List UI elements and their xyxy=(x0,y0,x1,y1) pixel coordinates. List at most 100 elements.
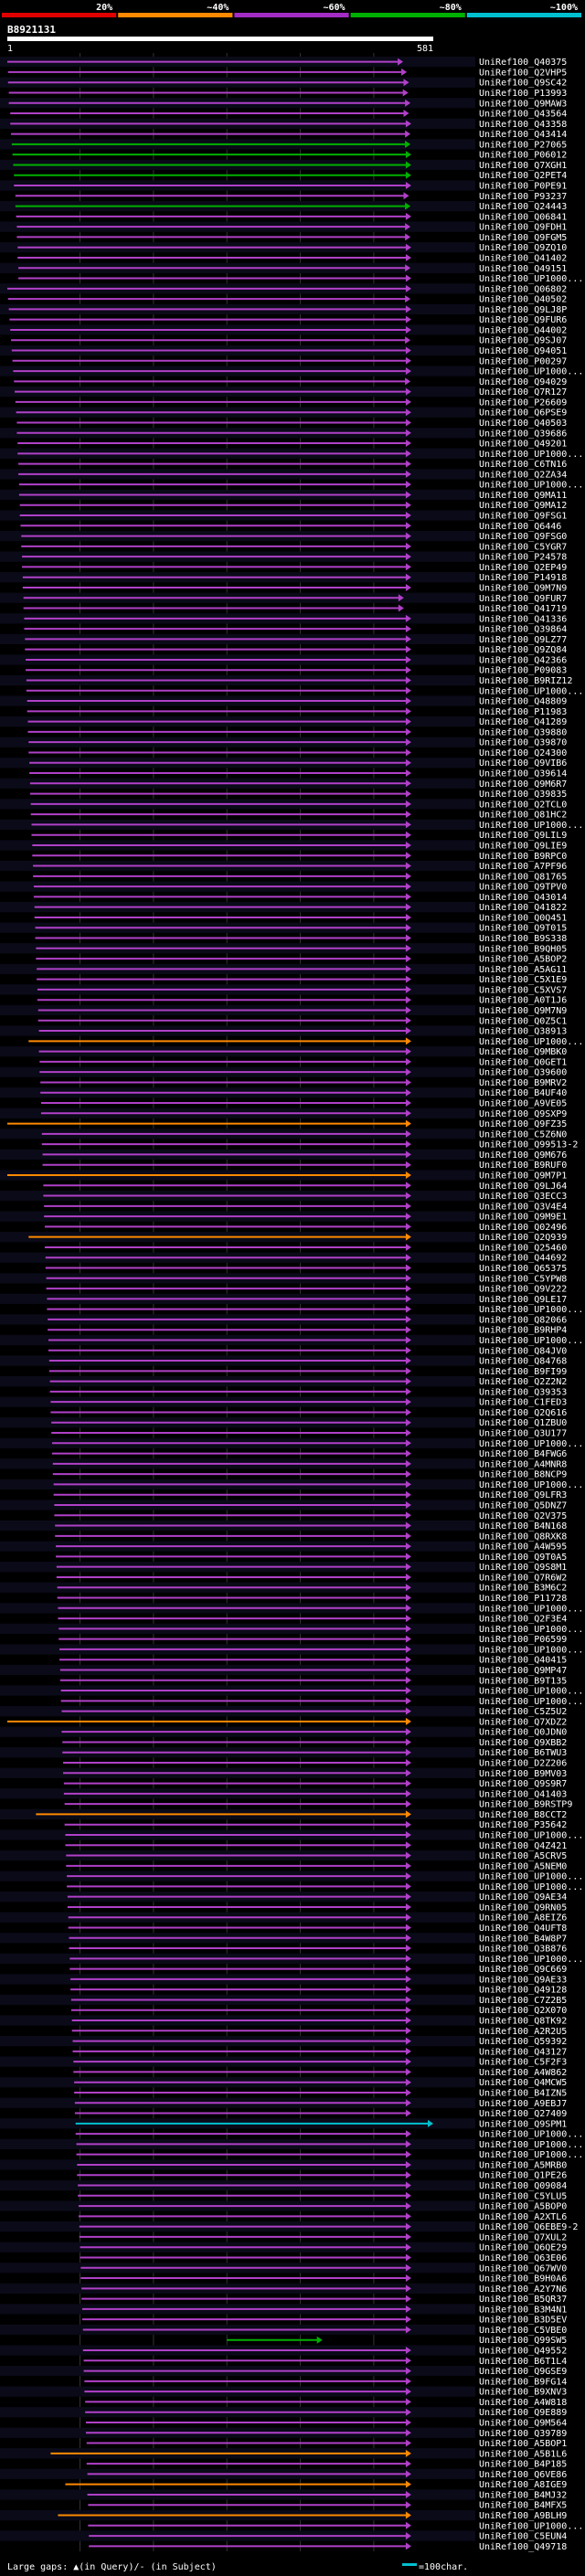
alignment-row[interactable]: UniRef100_Q9ZQ84 xyxy=(25,645,567,655)
alignment-row[interactable]: UniRef100_Q4MCW5 xyxy=(0,2077,567,2088)
subject-label[interactable]: UniRef100_UP1000... xyxy=(479,1037,583,1047)
alignment-row[interactable]: UniRef100_B3M6C2 xyxy=(0,1582,567,1594)
alignment-row[interactable]: UniRef100_Q43564 xyxy=(10,110,567,120)
subject-label[interactable]: UniRef100_Q2PET4 xyxy=(479,171,567,181)
alignment-row[interactable]: UniRef100_Q6QE29 xyxy=(0,2242,567,2253)
subject-label[interactable]: UniRef100_Q9SXP9 xyxy=(479,1109,567,1119)
alignment-row[interactable]: UniRef100_Q82066 xyxy=(0,1314,567,1325)
alignment-row[interactable]: UniRef100_P00297 xyxy=(12,356,568,366)
subject-label[interactable]: UniRef100_Q9AE34 xyxy=(479,1892,567,1903)
subject-label[interactable]: UniRef100_UP1000... xyxy=(479,481,583,491)
subject-label[interactable]: UniRef100_UP1000... xyxy=(479,274,583,284)
subject-label[interactable]: UniRef100_Q9LJ64 xyxy=(479,1182,567,1192)
subject-label[interactable]: UniRef100_B5QR37 xyxy=(479,2295,567,2305)
subject-label[interactable]: UniRef100_B3D5EV xyxy=(479,2316,567,2326)
subject-label[interactable]: UniRef100_P13993 xyxy=(479,89,567,99)
alignment-row[interactable]: UniRef100_Q44002 xyxy=(0,324,567,335)
subject-label[interactable]: UniRef100_Q9S8M1 xyxy=(479,1563,567,1573)
subject-label[interactable]: UniRef100_Q9LIE9 xyxy=(479,841,567,851)
alignment-row[interactable]: UniRef100_Q9TPV0 xyxy=(0,881,567,893)
alignment-row[interactable]: UniRef100_P27065 xyxy=(0,139,567,150)
subject-label[interactable]: UniRef100_Q99SW5 xyxy=(479,2336,567,2346)
alignment-row[interactable]: UniRef100_Q9M7P1 xyxy=(0,1170,567,1181)
alignment-row[interactable]: UniRef100_Q6VE86 xyxy=(0,2468,567,2480)
alignment-row[interactable]: UniRef100_UP1000... xyxy=(0,1644,583,1655)
alignment-row[interactable]: UniRef100_Q9M7N9 xyxy=(22,583,567,593)
alignment-row[interactable]: UniRef100_Q9MA11 xyxy=(0,489,567,501)
subject-label[interactable]: UniRef100_A5BOP0 xyxy=(479,2202,567,2212)
subject-label[interactable]: UniRef100_C5XVS7 xyxy=(479,985,567,995)
alignment-row[interactable]: UniRef100_C7Z2B5 xyxy=(0,1994,567,2006)
alignment-row[interactable]: UniRef100_Q84768 xyxy=(0,1355,567,1367)
alignment-row[interactable]: UniRef100_Q39600 xyxy=(0,1066,567,1078)
alignment-row[interactable]: UniRef100_UP1000... xyxy=(0,2138,583,2150)
alignment-row[interactable]: UniRef100_Q99SW5 xyxy=(227,2336,567,2346)
alignment-row[interactable]: UniRef100_Q4UFT8 xyxy=(68,1924,568,1934)
subject-label[interactable]: UniRef100_P93237 xyxy=(479,192,567,202)
alignment-row[interactable]: UniRef100_Q9ZQ10 xyxy=(0,242,567,253)
alignment-row[interactable]: UniRef100_Q9LFR3 xyxy=(53,1490,568,1500)
alignment-row[interactable]: UniRef100_Q39686 xyxy=(0,428,567,439)
alignment-row[interactable]: UniRef100_UP1000... xyxy=(0,1829,583,1840)
subject-label[interactable]: UniRef100_Q49201 xyxy=(479,440,567,450)
alignment-row[interactable]: UniRef100_B9T135 xyxy=(59,1676,567,1686)
subject-label[interactable]: UniRef100_Q4UFT8 xyxy=(479,1924,567,1934)
subject-label[interactable]: UniRef100_Q43414 xyxy=(479,130,567,140)
subject-label[interactable]: UniRef100_Q2EP49 xyxy=(479,563,567,573)
alignment-row[interactable]: UniRef100_B4MJ32 xyxy=(0,2489,567,2500)
subject-label[interactable]: UniRef100_UP1000... xyxy=(479,1872,583,1882)
alignment-row[interactable]: UniRef100_Q43014 xyxy=(33,893,567,903)
subject-label[interactable]: UniRef100_C5YPW8 xyxy=(479,1274,567,1284)
subject-label[interactable]: UniRef100_Q49128 xyxy=(479,1986,567,1996)
subject-label[interactable]: UniRef100_Q82066 xyxy=(479,1315,567,1325)
subject-label[interactable]: UniRef100_Q81765 xyxy=(479,872,567,882)
alignment-row[interactable]: UniRef100_B6TWU3 xyxy=(0,1747,567,1758)
alignment-row[interactable]: UniRef100_Q9M7N9 xyxy=(0,1004,567,1016)
subject-label[interactable]: UniRef100_Q41402 xyxy=(479,253,567,263)
subject-label[interactable]: UniRef100_A5AG11 xyxy=(479,965,567,975)
alignment-row[interactable]: UniRef100_Q39353 xyxy=(49,1387,568,1397)
alignment-row[interactable]: UniRef100_Q40503 xyxy=(16,419,567,429)
subject-label[interactable]: UniRef100_Q39835 xyxy=(479,790,567,800)
subject-label[interactable]: UniRef100_Q9S9R7 xyxy=(479,1779,567,1789)
subject-label[interactable]: UniRef100_UP1000... xyxy=(479,1439,583,1449)
alignment-row[interactable]: UniRef100_Q06802 xyxy=(0,283,567,294)
subject-label[interactable]: UniRef100_Q7XUL2 xyxy=(479,2232,567,2242)
alignment-row[interactable]: UniRef100_UP1000... xyxy=(47,1305,583,1315)
alignment-row[interactable]: UniRef100_UP1000... xyxy=(0,366,583,377)
alignment-row[interactable]: UniRef100_Q9S9R7 xyxy=(63,1779,567,1789)
alignment-row[interactable]: UniRef100_Q49151 xyxy=(0,262,567,274)
subject-label[interactable]: UniRef100_Q3B876 xyxy=(479,1945,567,1955)
alignment-row[interactable]: UniRef100_Q40502 xyxy=(7,295,568,305)
subject-label[interactable]: UniRef100_Q9LFR3 xyxy=(479,1490,567,1500)
subject-label[interactable]: UniRef100_Q41289 xyxy=(479,717,567,727)
alignment-row[interactable]: UniRef100_B9RPC0 xyxy=(32,852,567,862)
alignment-row[interactable]: UniRef100_UP1000... xyxy=(0,819,583,831)
alignment-row[interactable]: UniRef100_Q1PE26 xyxy=(77,2171,567,2181)
subject-label[interactable]: UniRef100_Q9FZ35 xyxy=(479,1119,567,1129)
subject-label[interactable]: UniRef100_UP1000... xyxy=(479,1697,583,1707)
subject-label[interactable]: UniRef100_Q9MA11 xyxy=(479,491,567,501)
subject-label[interactable]: UniRef100_Q43014 xyxy=(479,893,567,903)
alignment-row[interactable]: UniRef100_Q41289 xyxy=(0,716,567,727)
subject-label[interactable]: UniRef100_Q38913 xyxy=(479,1027,567,1037)
subject-label[interactable]: UniRef100_Q09084 xyxy=(479,2181,567,2191)
alignment-row[interactable]: UniRef100_A0T1J6 xyxy=(37,996,567,1006)
alignment-row[interactable]: UniRef100_UP1000... xyxy=(18,274,583,284)
subject-label[interactable]: UniRef100_Q43358 xyxy=(479,120,567,130)
alignment-row[interactable]: UniRef100_Q2Q939 xyxy=(0,1232,567,1243)
alignment-row[interactable]: UniRef100_Q9FUR6 xyxy=(9,315,567,325)
alignment-row[interactable]: UniRef100_B9FI99 xyxy=(48,1367,568,1377)
alignment-row[interactable]: UniRef100_Q67WV0 xyxy=(0,2263,567,2274)
alignment-row[interactable]: UniRef100_UP1000... xyxy=(88,2521,583,2531)
alignment-row[interactable]: UniRef100_P06599 xyxy=(58,1635,567,1645)
subject-label[interactable]: UniRef100_Q3U177 xyxy=(479,1429,567,1439)
subject-label[interactable]: UniRef100_Q6QE29 xyxy=(479,2243,567,2253)
alignment-row[interactable]: UniRef100_Q9LJ8P xyxy=(0,303,567,315)
alignment-row[interactable]: UniRef100_Q9GSE9 xyxy=(0,2365,567,2377)
alignment-row[interactable]: UniRef100_Q63E06 xyxy=(80,2253,568,2263)
subject-label[interactable]: UniRef100_B9H0A6 xyxy=(479,2274,567,2284)
alignment-row[interactable]: UniRef100_Q7R6W2 xyxy=(56,1573,567,1583)
subject-label[interactable]: UniRef100_Q9SC42 xyxy=(479,79,567,89)
subject-label[interactable]: UniRef100_Q9FSG0 xyxy=(479,532,567,542)
